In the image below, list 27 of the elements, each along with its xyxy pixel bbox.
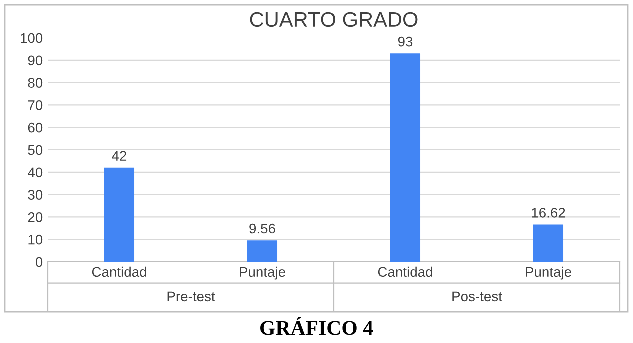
text: Pre-test bbox=[168, 292, 216, 302]
chart-title: CUARTO GRADO bbox=[250, 12, 418, 28]
y-tick-label: 10 bbox=[28, 234, 43, 245]
bar bbox=[104, 168, 135, 262]
text: Pos-test bbox=[452, 292, 502, 302]
y-tick-label: 60 bbox=[28, 122, 43, 133]
x-tick-label: Cantidad bbox=[92, 266, 146, 278]
y-tick-label: 90 bbox=[28, 56, 43, 66]
y-tick-label: 20 bbox=[28, 212, 43, 222]
x-tick-label: Puntaje bbox=[526, 266, 572, 280]
data-label: 16.62 bbox=[532, 208, 566, 218]
data-label: 93 bbox=[398, 36, 413, 47]
bar bbox=[390, 54, 421, 262]
y-tick-label: 100 bbox=[21, 33, 43, 44]
y-tick-label: 80 bbox=[28, 78, 43, 88]
data-label: 42 bbox=[112, 151, 127, 161]
y-tick-label: 40 bbox=[28, 168, 43, 178]
text: GRÁFICO 4 bbox=[260, 317, 374, 336]
bar bbox=[247, 240, 278, 262]
y-tick-label: 30 bbox=[28, 190, 43, 200]
y-tick-label: 50 bbox=[28, 145, 43, 156]
y-tick-label: 70 bbox=[28, 100, 43, 110]
data-label: 9.56 bbox=[250, 224, 276, 234]
x-tick-label: Cantidad bbox=[378, 266, 432, 278]
bar bbox=[533, 224, 564, 262]
y-tick-label: 0 bbox=[36, 257, 43, 268]
x-tick-label: Puntaje bbox=[240, 266, 286, 280]
